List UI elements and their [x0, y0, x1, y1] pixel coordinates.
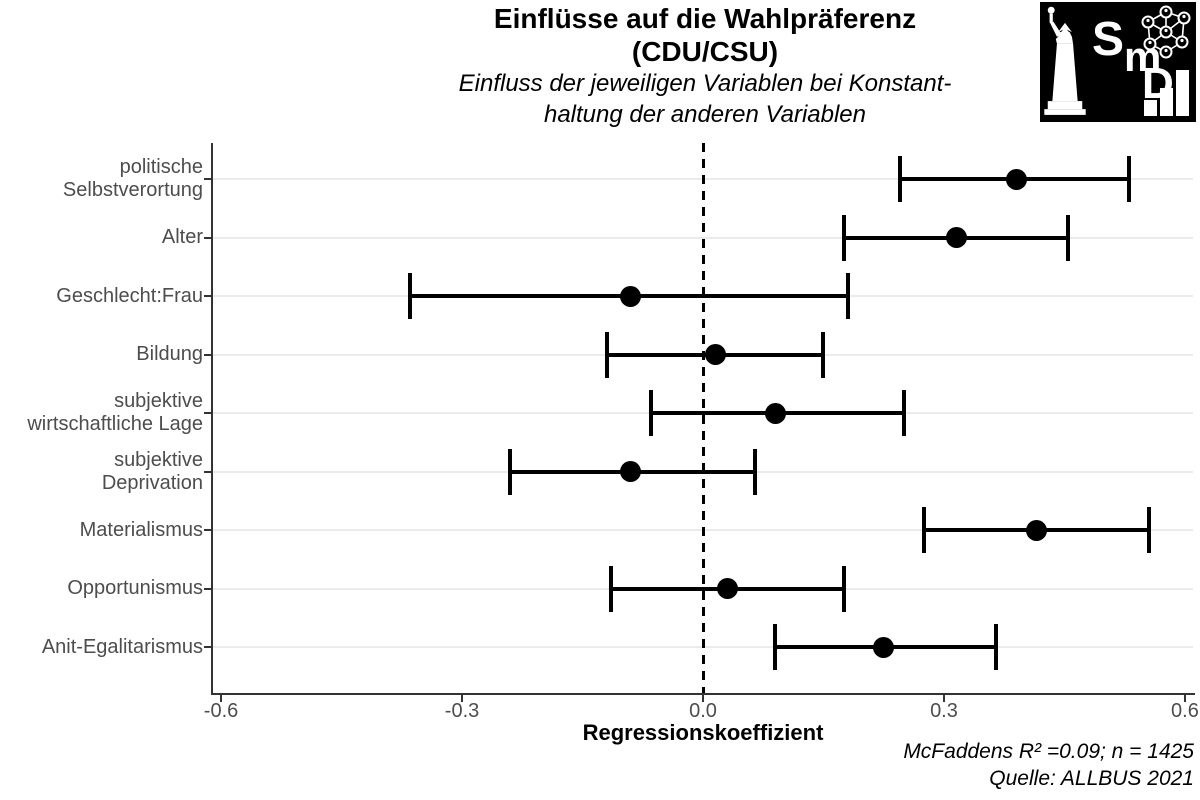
y-axis-category-label-line: Opportunismus: [67, 577, 203, 599]
y-axis-tick: [204, 178, 212, 180]
y-axis-tick: [204, 646, 212, 648]
ci-lower-cap: [407, 273, 412, 319]
point-estimate: [620, 461, 642, 482]
x-axis-tick-label: 0.6: [1171, 700, 1199, 722]
y-axis-tick: [204, 470, 212, 473]
y-axis-tick: [204, 353, 212, 356]
y-axis-category-label-line: Alter: [161, 226, 203, 248]
ci-lower-cap: [604, 331, 609, 378]
ci-lower-cap: [608, 565, 613, 612]
y-axis-category-label-line: Deprivation: [101, 471, 203, 494]
y-axis-category-label: Bildung: [0, 343, 203, 366]
x-axis-tick-label: 0.0: [689, 700, 717, 722]
ci-lower-cap: [648, 390, 653, 436]
ci-upper-cap: [1066, 214, 1071, 261]
point-estimate: [764, 402, 786, 424]
y-axis-category-label: subjektive Deprivation: [0, 449, 203, 495]
y-axis-category-label: Geschlecht:Frau: [0, 285, 203, 308]
ci-upper-cap: [841, 565, 846, 612]
caption-source: Quelle: ALLBUS 2021: [989, 767, 1194, 790]
logo-letter-s: S: [1092, 13, 1125, 66]
ci-upper-cap: [1146, 507, 1151, 553]
y-axis-tick: [204, 236, 212, 239]
point-estimate: [704, 344, 726, 365]
chart-title-line-2: (CDU/CSU): [631, 36, 779, 67]
y-axis-line: [211, 143, 213, 695]
ci-lower-cap: [841, 214, 846, 261]
y-axis-category-label: Alter: [0, 226, 203, 249]
chart-subtitle-line-1: Einfluss der jeweiligen Variablen bei Ko…: [458, 70, 952, 97]
point-estimate: [1025, 519, 1047, 541]
y-axis-category-label: subjektive wirtschaftliche Lage: [0, 390, 203, 436]
y-axis-category-label-line: Anit-Egalitarismus: [41, 635, 203, 658]
y-axis-category-label-line: Materialismus: [79, 518, 203, 541]
y-axis-category-label-line: wirtschaftliche Lage: [27, 413, 203, 435]
y-axis-tick: [204, 587, 212, 590]
plot-panel: [213, 143, 1193, 693]
point-estimate: [873, 636, 895, 658]
x-axis-tick: [220, 694, 223, 702]
ci-upper-cap: [1126, 156, 1131, 202]
ci-upper-cap: [845, 273, 850, 319]
smd-logo: S m D: [1040, 2, 1196, 122]
x-axis-tick-label: -0.6: [203, 700, 239, 722]
ci-upper-cap: [901, 390, 906, 436]
y-axis-category-label-line: subjektive: [114, 390, 203, 412]
ci-upper-cap: [994, 624, 999, 670]
bar-chart-icon: [1144, 70, 1189, 116]
chart-subtitle-line-2: haltung der anderen Variablen: [543, 101, 867, 128]
x-axis-tick: [461, 694, 464, 702]
statue-of-liberty-icon: [1044, 6, 1086, 115]
chart-title-line-1: Einflüsse auf die Wahlpräferenz: [493, 3, 917, 34]
x-axis-tick-label: 0.3: [930, 700, 958, 722]
chart-header: Einflüsse auf die Wahlpräferenz (CDU/CSU…: [210, 2, 1200, 130]
x-axis-tick: [1183, 694, 1186, 702]
ci-lower-cap: [897, 156, 902, 202]
chart-caption: McFaddens R² =0.09; n = 1425 Quelle: ALL…: [594, 738, 1194, 792]
ci-lower-cap: [773, 624, 778, 670]
y-axis-tick: [204, 412, 212, 414]
point-estimate: [620, 285, 642, 307]
y-axis-category-label-line: subjektive: [114, 448, 203, 471]
y-axis-category-label: politische Selbstverortung: [0, 156, 203, 202]
y-axis-category-label-line: Selbstverortung: [62, 179, 203, 201]
y-axis-category-label-line: Bildung: [136, 343, 203, 365]
ci-lower-cap: [921, 507, 926, 553]
y-axis-category-label-line: politische: [119, 156, 203, 178]
point-estimate: [1005, 168, 1027, 190]
x-axis-tick: [942, 694, 945, 702]
y-axis-category-label-line: Geschlecht:Frau: [56, 284, 203, 307]
point-estimate: [716, 578, 738, 599]
x-axis-title: Regressionskoeffizient: [582, 720, 824, 745]
ci-upper-cap: [821, 331, 826, 378]
y-axis-category-label: Opportunismus: [0, 577, 203, 600]
zero-reference-line: [701, 143, 705, 693]
point-estimate: [945, 227, 967, 248]
y-axis-category-label: Anit-Egalitarismus: [0, 636, 203, 659]
ci-upper-cap: [753, 448, 758, 495]
y-axis-tick: [204, 295, 212, 297]
caption-model-fit: McFaddens R² =0.09; n = 1425: [903, 740, 1194, 763]
network-graph-icon: [1141, 5, 1191, 59]
y-axis-category-label: Materialismus: [0, 519, 203, 542]
x-axis-tick-label: -0.3: [444, 700, 480, 722]
ci-lower-cap: [508, 448, 513, 495]
x-axis-tick: [702, 694, 704, 702]
y-axis-tick: [204, 529, 212, 531]
